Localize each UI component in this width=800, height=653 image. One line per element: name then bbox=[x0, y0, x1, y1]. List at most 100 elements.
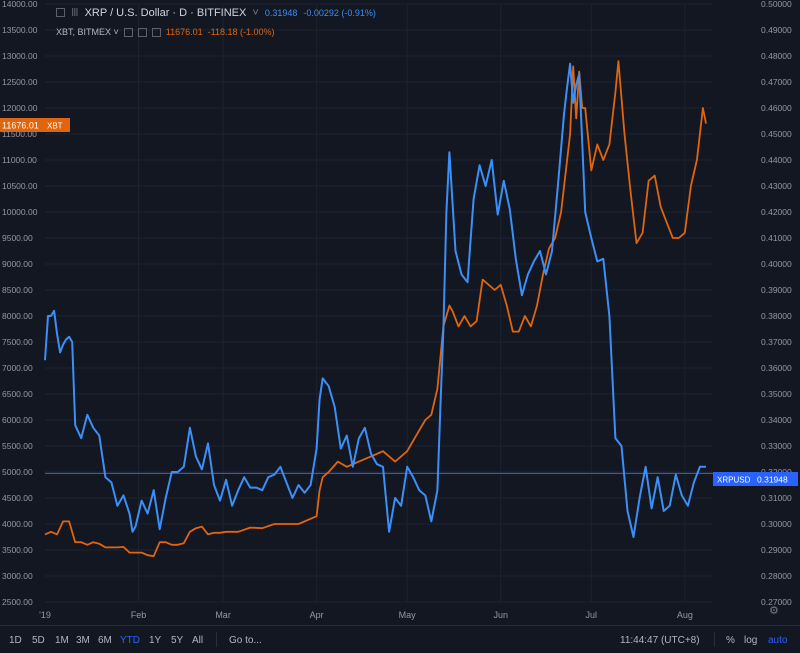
xrp-last-price-tag: XRPUSD bbox=[717, 476, 751, 485]
left-axis-tick: 14000.00 bbox=[2, 0, 38, 9]
range-3m[interactable]: 3M bbox=[76, 635, 90, 646]
right-axis-tick: 0.28000 bbox=[761, 571, 792, 581]
time-axis-label: Aug bbox=[677, 610, 693, 620]
time-axis-label: Jul bbox=[586, 610, 598, 620]
right-axis-tick: 0.34000 bbox=[761, 415, 792, 425]
eye-icon[interactable] bbox=[123, 27, 133, 37]
range-ytd[interactable]: YTD bbox=[120, 635, 140, 646]
right-axis-tick: 0.44000 bbox=[761, 155, 792, 165]
time-axis-label: '19 bbox=[39, 610, 51, 620]
left-axis-tick: 11500.00 bbox=[2, 129, 37, 139]
right-axis-tick: 0.45000 bbox=[761, 129, 792, 139]
main-series-change: -0.00292 (-0.91%) bbox=[303, 7, 376, 18]
left-axis-tick: 4000.00 bbox=[2, 519, 33, 529]
percent-toggle[interactable]: % bbox=[726, 635, 735, 646]
chevron-down-icon[interactable]: ˅ bbox=[252, 6, 259, 19]
right-axis-tick: 0.31000 bbox=[761, 493, 792, 503]
xrp-last-price-label: XRPUSD 0.31948 bbox=[713, 472, 798, 486]
range-5d[interactable]: 5D bbox=[32, 635, 45, 646]
left-axis-tick: 7000.00 bbox=[2, 363, 33, 373]
right-axis-tick: 0.35000 bbox=[761, 389, 792, 399]
left-price-axis[interactable]: 14000.00 13500.00 13000.00 12500.00 12000.00… bbox=[2, 0, 38, 607]
right-axis-tick: 0.48000 bbox=[761, 51, 792, 61]
left-axis-tick: 12000.00 bbox=[2, 103, 38, 113]
main-series-legend[interactable]: Ⅲ XRP / U.S. Dollar · D · BITFINEX ˅ 0.3… bbox=[56, 6, 376, 19]
left-axis-tick: 9000.00 bbox=[2, 259, 33, 269]
time-axis-label: May bbox=[399, 610, 417, 620]
left-axis-tick: 2500.00 bbox=[2, 597, 33, 607]
left-axis-tick: 10000.00 bbox=[2, 207, 38, 217]
right-axis-tick: 0.27000 bbox=[761, 597, 792, 607]
right-axis-tick: 0.46000 bbox=[761, 103, 792, 113]
left-axis-tick: 6500.00 bbox=[2, 389, 33, 399]
left-axis-tick: 13500.00 bbox=[2, 25, 38, 35]
bars-icon[interactable]: Ⅲ bbox=[71, 7, 79, 19]
settings-icon[interactable] bbox=[137, 27, 147, 37]
xrp-series-line bbox=[44, 62, 706, 538]
auto-toggle[interactable]: auto bbox=[768, 635, 788, 646]
right-axis-tick: 0.42000 bbox=[761, 207, 792, 217]
right-axis-tick: 0.29000 bbox=[761, 545, 792, 555]
left-axis-tick: 10500.00 bbox=[2, 181, 38, 191]
right-axis-tick: 0.33000 bbox=[761, 441, 792, 451]
hide-series-icon[interactable] bbox=[56, 8, 65, 17]
right-axis-tick: 0.39000 bbox=[761, 285, 792, 295]
left-axis-tick: 11000.00 bbox=[2, 155, 37, 165]
left-axis-tick: 3500.00 bbox=[2, 545, 33, 555]
left-axis-tick: 5500.00 bbox=[2, 441, 33, 451]
overlay-price: 11676.01 bbox=[165, 27, 203, 37]
range-6m[interactable]: 6M bbox=[98, 635, 112, 646]
left-axis-tick: 6000.00 bbox=[2, 415, 33, 425]
range-all[interactable]: All bbox=[192, 635, 204, 646]
right-axis-tick: 0.38000 bbox=[761, 311, 792, 321]
xrp-last-price-value: 0.31948 bbox=[757, 475, 788, 485]
left-axis-tick: 5000.00 bbox=[2, 467, 33, 477]
range-1m[interactable]: 1M bbox=[55, 635, 69, 646]
price-chart[interactable]: 14000.00 13500.00 13000.00 12500.00 12000.00… bbox=[0, 0, 800, 625]
clock-display[interactable]: 11:44:47 (UTC+8) bbox=[620, 635, 700, 646]
overlay-series-legend[interactable]: XBT, BITMEX ˅ 11676.01 -118.18 (-1.00%) bbox=[56, 27, 275, 37]
time-axis-label: Jun bbox=[493, 610, 508, 620]
close-icon[interactable] bbox=[151, 27, 161, 37]
right-axis-tick: 0.49000 bbox=[761, 25, 792, 35]
right-axis-tick: 0.47000 bbox=[761, 77, 792, 87]
left-axis-tick: 8500.00 bbox=[2, 285, 33, 295]
time-axis-label: Mar bbox=[215, 610, 231, 620]
bottom-toolbar: 1D 5D 1M 3M 6M YTD 1Y 5Y All Go to... 11… bbox=[0, 625, 800, 653]
left-axis-tick: 7500.00 bbox=[2, 337, 33, 347]
right-axis-tick: 0.43000 bbox=[761, 181, 792, 191]
log-toggle[interactable]: log bbox=[744, 635, 758, 646]
right-axis-tick: 0.37000 bbox=[761, 337, 792, 347]
time-axis-label: Feb bbox=[131, 610, 147, 620]
toolbar-divider bbox=[216, 632, 217, 647]
toolbar-divider bbox=[714, 632, 715, 647]
xbt-last-price-tag: XBT bbox=[47, 122, 63, 131]
right-axis-tick: 0.36000 bbox=[761, 363, 792, 373]
goto-button[interactable]: Go to... bbox=[229, 635, 262, 646]
time-axis[interactable]: '19 Feb Mar Apr May Jun Jul Aug bbox=[39, 610, 693, 620]
range-1y[interactable]: 1Y bbox=[149, 635, 162, 646]
chart-grid bbox=[45, 3, 712, 603]
xbt-last-price-value: 11676.01 bbox=[2, 121, 39, 131]
range-5y[interactable]: 5Y bbox=[171, 635, 184, 646]
axis-settings-icon[interactable]: ⚙ bbox=[769, 605, 779, 617]
overlay-change: -118.18 (-1.00%) bbox=[207, 27, 275, 37]
right-axis-tick: 0.40000 bbox=[761, 259, 792, 269]
left-axis-tick: 3000.00 bbox=[2, 571, 33, 581]
left-axis-tick: 13000.00 bbox=[2, 51, 38, 61]
xbt-last-price-label: 11676.01 XBT bbox=[0, 118, 70, 132]
main-series-price: 0.31948 bbox=[264, 7, 298, 18]
xbt-series-line bbox=[44, 60, 707, 558]
symbol-title[interactable]: XRP / U.S. Dollar · D · BITFINEX bbox=[84, 6, 247, 19]
right-axis-tick: 0.30000 bbox=[761, 519, 792, 529]
left-axis-tick: 9500.00 bbox=[2, 233, 33, 243]
range-1d[interactable]: 1D bbox=[9, 635, 22, 646]
left-axis-tick: 4500.00 bbox=[2, 493, 33, 503]
left-axis-tick: 12500.00 bbox=[2, 77, 38, 87]
right-axis-tick: 0.50000 bbox=[761, 0, 792, 9]
right-axis-tick: 0.41000 bbox=[761, 233, 792, 243]
left-axis-tick: 8000.00 bbox=[2, 311, 33, 321]
right-price-axis[interactable]: 0.50000 0.49000 0.48000 0.47000 0.46000 0.450… bbox=[761, 0, 792, 607]
overlay-symbol[interactable]: XBT, BITMEX ˅ bbox=[56, 27, 119, 37]
time-axis-label: Apr bbox=[310, 610, 324, 620]
